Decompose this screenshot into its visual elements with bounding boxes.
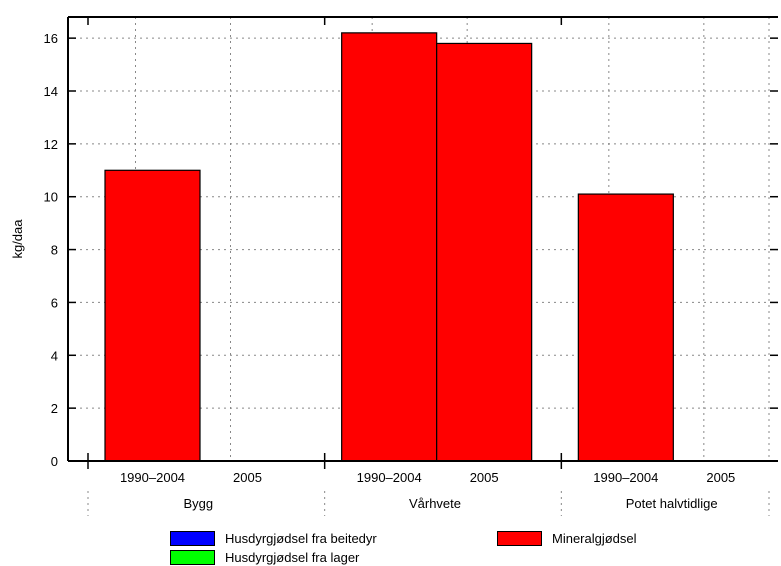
group-label: Vårhvete [409,496,461,511]
y-tick-label: 12 [44,137,58,152]
y-tick-label: 2 [51,401,58,416]
bar [577,193,674,462]
x-tick-label: 1990–2004 [357,470,422,485]
group-label: Bygg [184,496,214,511]
y-tick-label: 10 [44,190,58,205]
y-tick-label: 0 [51,454,58,469]
y-tick-label: 16 [44,31,58,46]
x-tick-label: 2005 [470,470,499,485]
y-tick-label: 4 [51,348,58,363]
x-tick-label: 2005 [233,470,262,485]
bar [341,32,438,462]
y-tick-label: 14 [44,84,58,99]
group-label: Potet halvtidlige [626,496,718,511]
x-tick-label: 1990–2004 [593,470,658,485]
y-tick-label: 8 [51,243,58,258]
bar [104,169,201,462]
y-tick-label: 6 [51,295,58,310]
bar [436,42,533,462]
x-tick-label: 2005 [706,470,735,485]
x-tick-label: 1990–2004 [120,470,185,485]
y-axis-label: kg/daa [10,219,25,259]
